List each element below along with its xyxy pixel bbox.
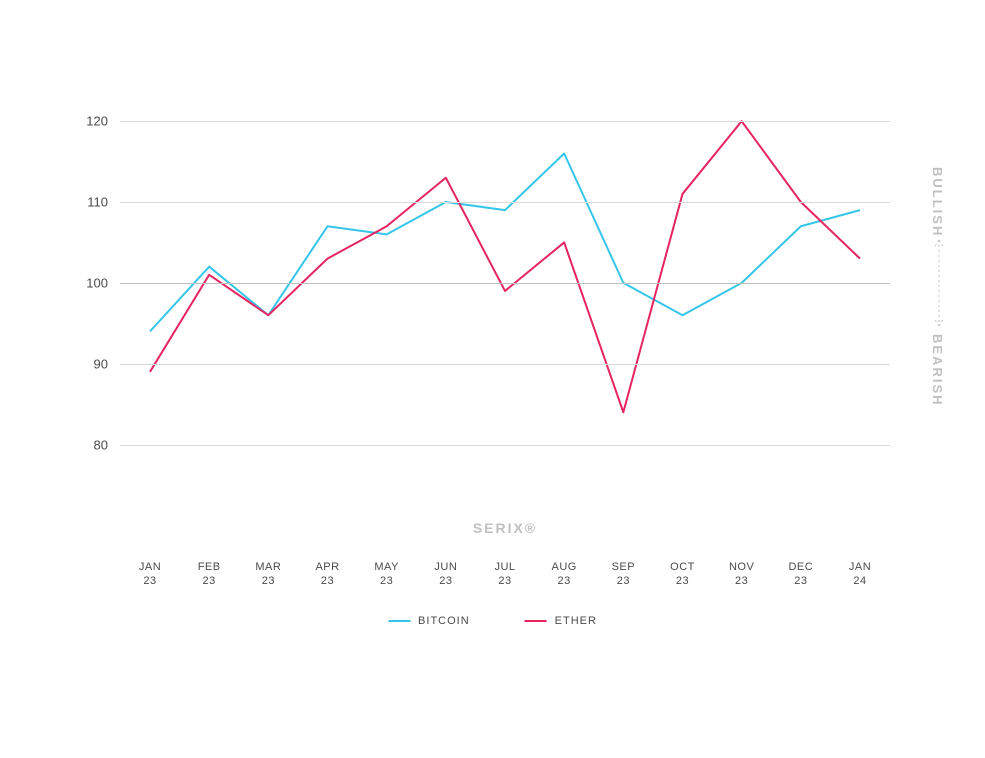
- legend-label: BITCOIN: [418, 615, 470, 627]
- x-tick-month: MAR: [255, 560, 281, 574]
- bullish-bearish-arrow-icon: [931, 238, 947, 328]
- x-tick-month: OCT: [670, 560, 695, 574]
- x-tick-year: 23: [198, 574, 221, 588]
- series-line-ether: [150, 121, 860, 412]
- x-tick-label: OCT23: [670, 560, 695, 589]
- x-tick-month: NOV: [729, 560, 754, 574]
- gridline: [120, 121, 890, 122]
- x-tick-year: 23: [139, 574, 161, 588]
- x-tick-month: JAN: [849, 560, 871, 574]
- y-axis-title: SERIX®: [473, 520, 537, 536]
- line-series-svg: [120, 105, 890, 485]
- x-tick-year: 23: [551, 574, 576, 588]
- gridline: [120, 202, 890, 203]
- x-tick-year: 23: [729, 574, 754, 588]
- y-tick-label: 90: [94, 356, 120, 371]
- x-tick-year: 24: [849, 574, 871, 588]
- x-tick-year: 23: [494, 574, 515, 588]
- x-tick-label: APR23: [315, 560, 339, 589]
- bearish-label: BEARISH: [930, 334, 945, 407]
- x-tick-month: MAY: [374, 560, 399, 574]
- x-tick-year: 23: [374, 574, 399, 588]
- series-line-bitcoin: [150, 154, 860, 332]
- x-tick-month: APR: [315, 560, 339, 574]
- x-tick-label: SEP23: [612, 560, 636, 589]
- legend-swatch: [525, 620, 547, 622]
- x-tick-month: SEP: [612, 560, 636, 574]
- x-tick-year: 23: [434, 574, 457, 588]
- bullish-label: BULLISH: [930, 167, 945, 237]
- legend: BITCOIN ETHER: [388, 615, 597, 627]
- x-tick-year: 23: [612, 574, 636, 588]
- gridline: [120, 283, 890, 284]
- legend-item-bitcoin: BITCOIN: [388, 615, 470, 627]
- x-tick-label: NOV23: [729, 560, 754, 589]
- y-tick-label: 120: [86, 114, 120, 129]
- legend-swatch: [388, 620, 410, 622]
- x-tick-label: FEB23: [198, 560, 221, 589]
- gridline: [120, 445, 890, 446]
- x-tick-year: 23: [670, 574, 695, 588]
- legend-label: ETHER: [555, 615, 597, 627]
- x-tick-month: JAN: [139, 560, 161, 574]
- x-tick-label: AUG23: [551, 560, 576, 589]
- chart-container: 8090100110120JAN23FEB23MAR23APR23MAY23JU…: [0, 0, 985, 758]
- x-tick-year: 23: [788, 574, 813, 588]
- x-tick-month: AUG: [551, 560, 576, 574]
- y-tick-label: 80: [94, 437, 120, 452]
- x-tick-year: 23: [315, 574, 339, 588]
- gridline: [120, 364, 890, 365]
- x-tick-month: JUN: [434, 560, 457, 574]
- x-tick-month: DEC: [788, 560, 813, 574]
- x-tick-label: JAN23: [139, 560, 161, 589]
- x-tick-label: JUN23: [434, 560, 457, 589]
- x-tick-year: 23: [255, 574, 281, 588]
- x-tick-label: JAN24: [849, 560, 871, 589]
- x-tick-month: JUL: [494, 560, 515, 574]
- x-tick-label: MAY23: [374, 560, 399, 589]
- y-tick-label: 110: [87, 195, 120, 210]
- x-tick-label: DEC23: [788, 560, 813, 589]
- plot-area: 8090100110120JAN23FEB23MAR23APR23MAY23JU…: [120, 105, 890, 485]
- x-tick-label: JUL23: [494, 560, 515, 589]
- legend-item-ether: ETHER: [525, 615, 597, 627]
- x-tick-month: FEB: [198, 560, 221, 574]
- y-tick-label: 100: [86, 275, 120, 290]
- x-tick-label: MAR23: [255, 560, 281, 589]
